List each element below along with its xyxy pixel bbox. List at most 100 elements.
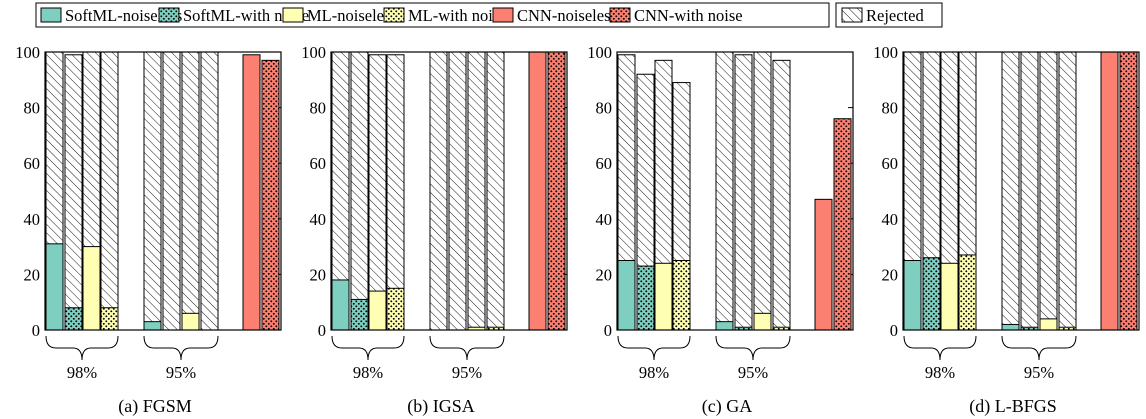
value-bar [1100, 51, 1119, 331]
value-bar [617, 260, 636, 331]
plot-frame [330, 51, 568, 331]
legend-label: CNN-with noise [634, 6, 743, 25]
rejected-bar [200, 51, 219, 331]
value-bar-dots [773, 327, 790, 330]
legend-item: Rejected [841, 6, 924, 25]
y-tick-label: 100 [301, 43, 326, 62]
rejected-bar [1058, 51, 1077, 331]
legend-frame [35, 2, 830, 28]
value-bar-dots [387, 288, 404, 330]
legend-swatch [492, 7, 514, 23]
legend-item: ML-with noise [383, 6, 507, 25]
legend-label: Rejected [866, 6, 924, 25]
rejected-bar [467, 51, 486, 331]
rejected-bar [1020, 51, 1039, 331]
value-bar-dots [1059, 327, 1076, 330]
value-bar [368, 290, 387, 331]
y-tick-label: 20 [24, 265, 41, 284]
value-bar-dots [487, 327, 504, 330]
legend-frame-rejected [835, 2, 943, 28]
rejected-bar [734, 54, 753, 331]
group-brace [1001, 335, 1077, 361]
group-label: 95% [1024, 363, 1055, 382]
legend-item: SoftML-with noise [158, 6, 309, 25]
group-brace [45, 335, 119, 361]
legend-swatch [40, 7, 62, 23]
rejected-bar [64, 54, 83, 331]
value-bar [753, 312, 772, 331]
rejected-bar [100, 51, 119, 331]
y-tick-label: 100 [15, 43, 40, 62]
value-bar-dots [959, 254, 976, 330]
legend: SoftML-noiseless SoftML-with noiseML-nois… [35, 2, 943, 28]
y-tick-label: 20 [596, 265, 613, 284]
value-bar [45, 243, 64, 331]
y-tick-label: 80 [24, 99, 41, 118]
value-bar [1001, 323, 1020, 331]
group-label: 98% [67, 363, 98, 382]
value-bar-dots [834, 118, 851, 330]
group-label: 95% [452, 363, 483, 382]
rejected-bar [181, 51, 200, 331]
value-bar-dots [923, 257, 940, 330]
value-bar [242, 54, 261, 331]
group-label: 95% [738, 363, 769, 382]
rejected-bar [429, 51, 448, 331]
legend-item: ML-noiseless [282, 6, 397, 25]
rejected-bar [772, 59, 791, 331]
plot-frame [902, 51, 1140, 331]
chart-panels: 0 20 40 60 80 100 98% 95% (a) FGSM 0 20 40 60 80 100 98… [15, 43, 1140, 417]
value-bar [715, 321, 734, 331]
rejected-bar [1039, 51, 1058, 331]
chart-panel: 0 20 40 60 80 100 98% 95% (c) GA [587, 43, 854, 417]
chart-panel: 0 20 40 60 80 100 98% 95% (b) IGSA [301, 43, 568, 417]
plot-frame [616, 51, 854, 331]
legend-label: SoftML-noiseless [65, 6, 182, 25]
value-bar [1039, 318, 1058, 331]
y-tick-label: 80 [596, 99, 613, 118]
group-brace [903, 335, 977, 361]
y-tick-label: 60 [882, 154, 899, 173]
value-bar-dots [1120, 52, 1137, 330]
rejected-bar [368, 54, 387, 331]
panel-caption: (b) IGSA [407, 396, 475, 417]
y-tick-label: 40 [310, 210, 327, 229]
value-bar [903, 260, 922, 331]
y-tick-label: 60 [596, 154, 613, 173]
y-tick-label: 100 [587, 43, 612, 62]
rejected-bar [143, 51, 162, 331]
group-brace [429, 335, 505, 361]
y-tick-label: 20 [882, 265, 899, 284]
panel-caption: (a) FGSM [118, 396, 192, 417]
legend-label: SoftML-with noise [183, 6, 309, 25]
value-bar-dots [65, 307, 82, 330]
y-tick-label: 100 [873, 43, 898, 62]
legend-label: ML-noiseless [307, 6, 397, 25]
y-tick-label: 80 [310, 99, 327, 118]
rejected-bar [753, 51, 772, 331]
rejected-bar [448, 51, 467, 331]
y-tick-label: 40 [24, 210, 41, 229]
value-bar-dots [1021, 327, 1038, 330]
rejected-bar [486, 51, 505, 331]
value-bar-dots [673, 260, 690, 330]
chart-panel: 0 20 40 60 80 100 98% 95% (d) L-BFGS [873, 43, 1140, 417]
y-tick-label: 0 [32, 321, 40, 340]
group-label: 98% [639, 363, 670, 382]
panel-caption: (c) GA [702, 396, 752, 417]
rejected-bar [162, 51, 181, 331]
group-label: 95% [166, 363, 197, 382]
rejected-bar [350, 51, 369, 331]
y-tick-label: 0 [890, 321, 898, 340]
legend-swatch-dots [610, 8, 630, 22]
legend-label: CNN-noiseless [517, 6, 617, 25]
value-bar [814, 198, 833, 331]
value-bar-dots [548, 52, 565, 330]
plot-frame [44, 51, 282, 331]
y-tick-label: 60 [310, 154, 327, 173]
chart-panel: 0 20 40 60 80 100 98% 95% (a) FGSM [15, 43, 282, 417]
value-bar [181, 312, 200, 331]
value-bar [331, 279, 350, 331]
group-label: 98% [925, 363, 956, 382]
value-bar [143, 321, 162, 331]
